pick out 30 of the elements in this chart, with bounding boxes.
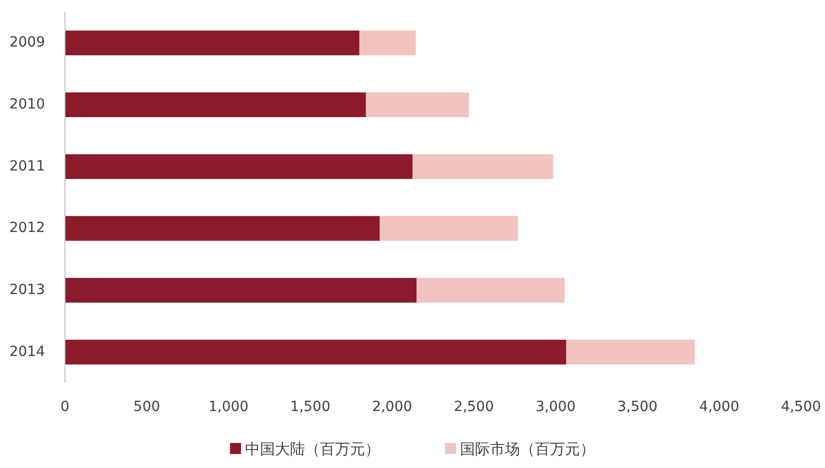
bar [359, 30, 416, 56]
x-tick-label: 2,500 [454, 399, 494, 415]
bar [416, 278, 565, 303]
x-tick-label: 0 [60, 399, 70, 415]
y-tick-label: 2009 [9, 34, 45, 51]
x-tick-label: 3,500 [617, 399, 658, 415]
bar [566, 340, 695, 364]
x-tick-label: 4,000 [699, 399, 740, 415]
y-tick-label: 2013 [9, 282, 45, 298]
bar [65, 216, 380, 241]
bar [366, 92, 469, 118]
bar [65, 154, 413, 179]
bar [65, 92, 366, 118]
y-tick-label: 2014 [9, 344, 46, 360]
y-tick-label: 2012 [9, 220, 45, 236]
bar [65, 340, 566, 364]
x-tick-label: 3,000 [536, 399, 576, 415]
x-tick-label: 1,500 [290, 399, 330, 415]
y-tick-label: 2011 [9, 158, 45, 174]
x-tick-label: 1,000 [208, 399, 249, 415]
legend-label: 国际市场（百万元） [460, 440, 595, 458]
bar [412, 154, 554, 179]
x-tick-label: 2,000 [372, 399, 412, 415]
x-tick-label: 4,500 [780, 399, 822, 415]
bar [380, 216, 518, 241]
y-tick-label: 2010 [9, 96, 45, 113]
bar [65, 278, 417, 303]
x-tick-label: 500 [133, 399, 160, 415]
legend-label: 中国大陆（百万元） [245, 440, 380, 458]
bar [65, 30, 360, 56]
